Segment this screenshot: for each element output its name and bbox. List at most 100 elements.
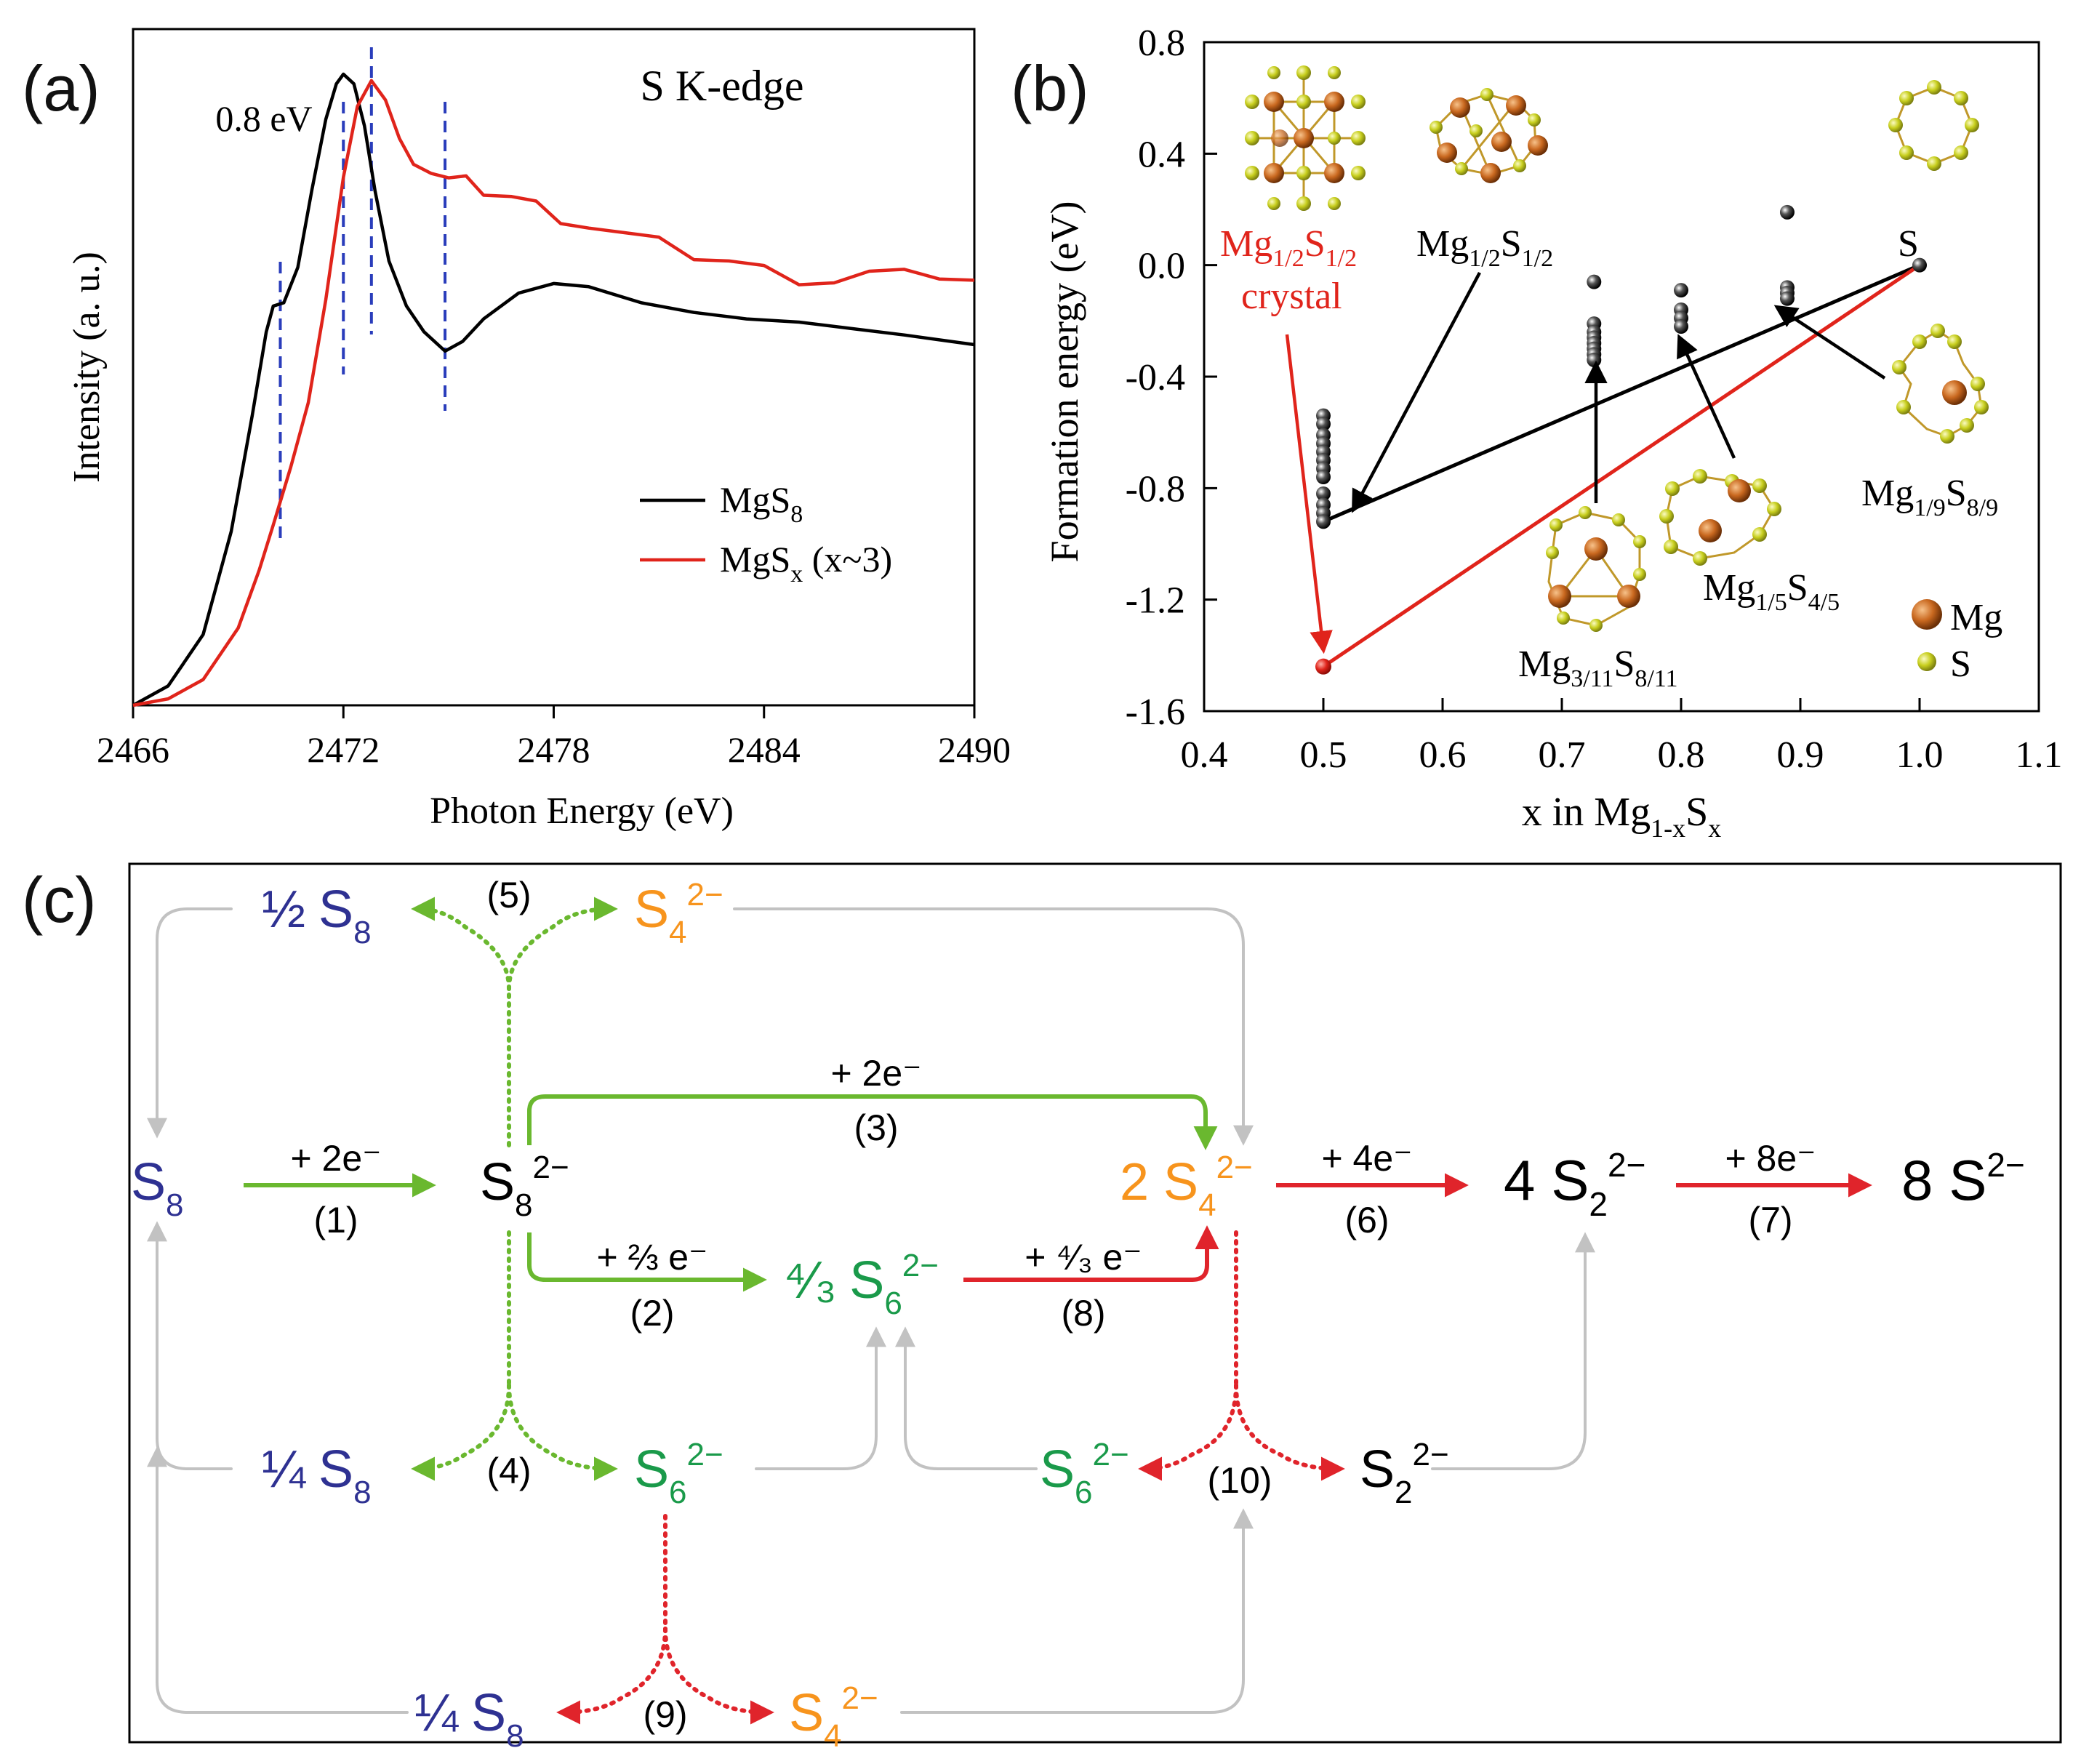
reaction-4-right-branch (507, 1383, 618, 1481)
panel-a-annotation: 0.8 eV (215, 98, 312, 139)
panel-b-axis-ticks: 0.4 0.5 0.6 0.7 0.8 0.9 1.0 1.1 0.8 0.4 0.0 -0.4 -0.… (1126, 23, 2063, 776)
y-tick-label: 0.8 (1138, 23, 1185, 64)
mg311-cluster-icon (1546, 506, 1646, 632)
x-tick-label: 0.7 (1539, 734, 1586, 776)
hull-line (1323, 263, 1920, 524)
x-tick-label: 2484 (728, 729, 801, 770)
panel-c-frame (128, 862, 2062, 1744)
panel-b-hull-lines (1322, 263, 1921, 668)
s6-to-s6-mid-connector (755, 1326, 886, 1470)
species-four-thirds-s6: ⁴⁄₃ S62− (784, 1248, 939, 1321)
species-s8: S8 (131, 1153, 184, 1223)
cluster-point (1587, 353, 1602, 367)
y-tick-label: -0.8 (1126, 468, 1185, 510)
panel-c-label: (c) (22, 864, 97, 936)
y-tick-label: -1.6 (1126, 691, 1185, 733)
y-tick-label: -1.2 (1126, 580, 1185, 622)
species-labels: S8 S82− ½ S8 S42− 2 S42− 4 S22− 8 S2− ⁴⁄₃ S62… (131, 877, 2025, 1754)
panel-a-x-axis-label: Photon Energy (eV) (430, 790, 734, 832)
x-tick-label: 0.6 (1419, 734, 1467, 776)
reaction-5-number: (5) (486, 875, 531, 915)
x-tick-label: 0.5 (1300, 734, 1347, 776)
cluster-point (1587, 274, 1602, 289)
x-tick-label: 2490 (938, 729, 1011, 770)
reaction-labels: + 2e⁻ (1) + ⅔ e⁻ (2) + 2e⁻ (3) (4) (5) +… (290, 875, 1816, 1735)
legend-s-label: S (1950, 644, 1971, 685)
legend-s-marker (1917, 652, 1936, 671)
reaction-6-electrons: + 4e⁻ (1321, 1138, 1412, 1179)
mg12-label: Mg1/2S1/2 (1416, 223, 1553, 272)
panel-a-x-ticks: 2466 2472 2478 2484 2490 (97, 705, 1011, 770)
x-tick-label: 1.1 (2016, 734, 2063, 776)
species-quarter-s8-a: ¼ S8 (262, 1440, 372, 1510)
panel-b: (b) 0.4 0.5 0.6 0.7 0.8 0.9 1.0 1.1 0.8 0.4 0.0 -0.… (1011, 23, 2063, 843)
series-mgsx-line (132, 79, 975, 707)
reaction-5-right-branch (507, 897, 618, 991)
panel-a: (a) 2466 2472 2478 2484 2490 Photon Energy (… (22, 28, 1011, 832)
gray-connectors (147, 907, 1595, 1714)
reaction-4-left-branch (411, 1383, 511, 1481)
panel-b-x-axis-label: x in Mg1-xSx (1522, 790, 1722, 843)
reaction-3-electrons: + 2e⁻ (830, 1053, 921, 1094)
reaction-3-number: (3) (854, 1107, 898, 1148)
panel-a-title: S K-edge (641, 62, 804, 110)
cluster-point (1779, 291, 1795, 306)
x-tick-label: 2478 (518, 729, 590, 770)
reaction-3-arrow (527, 1094, 1218, 1150)
cluster-point (1316, 417, 1331, 432)
red-dotted-arrows (556, 1230, 1345, 1725)
reaction-7-number: (7) (1748, 1200, 1792, 1240)
mg311-label: Mg3/11S8/11 (1518, 644, 1678, 692)
reaction-9-right-branch (663, 1627, 774, 1725)
series-mgs8-line (132, 72, 975, 707)
mg12-cluster-icon (1430, 88, 1548, 183)
reaction-9-number: (9) (643, 1694, 687, 1735)
species-2-s4: 2 S42− (1120, 1150, 1253, 1223)
crystal-point (1315, 658, 1331, 675)
reaction-8-number: (8) (1061, 1293, 1105, 1334)
y-tick-label: 0.0 (1138, 246, 1185, 287)
quarter-s8-to-s8-connector (147, 1221, 233, 1470)
reaction-1-number: (1) (313, 1200, 358, 1240)
panel-b-data-points (1315, 204, 1927, 675)
panel-a-label: (a) (22, 52, 100, 124)
s6-right-to-s6-mid-connector (895, 1326, 1038, 1470)
reaction-10-left-branch (1138, 1383, 1238, 1481)
cluster-point (1316, 514, 1331, 529)
panel-c: (c) (22, 862, 2062, 1754)
species-s6-left: S62− (634, 1437, 723, 1510)
panel-b-y-axis-label: Formation energy (eV) (1043, 201, 1086, 563)
crystal-structure-icon (1245, 65, 1366, 211)
quarter-s8-bottom-connector (147, 1446, 409, 1714)
y-tick-label: 0.4 (1138, 134, 1185, 175)
panel-b-annotation-arrows (1285, 271, 1886, 654)
mg19-cluster-icon (1892, 324, 1989, 444)
x-tick-label: 0.9 (1777, 734, 1824, 776)
s8-label: S (1898, 223, 1919, 265)
mg19-label: Mg1/9S8/9 (1861, 473, 1998, 521)
cluster-point (1779, 204, 1795, 220)
mg12-arrow (1352, 271, 1481, 513)
cluster-point (1912, 257, 1927, 273)
species-half-s8: ½ S8 (262, 881, 372, 950)
green-solid-arrows (244, 1094, 1218, 1292)
s2-to-4s2-connector (1431, 1232, 1595, 1470)
crystal-word: crystal (1241, 276, 1342, 317)
species-s4-top: S42− (634, 877, 723, 950)
reaction-2-number: (2) (630, 1293, 674, 1334)
species-quarter-s8-b: ¼ S8 (414, 1684, 524, 1754)
reaction-2-electrons: + ⅔ e⁻ (597, 1237, 708, 1278)
reaction-5-left-branch (411, 897, 511, 991)
x-tick-label: 2466 (97, 729, 169, 770)
reaction-8-electrons: + ⁴⁄₃ e⁻ (1025, 1237, 1142, 1278)
legend-mgs8-label: MgS8 (720, 479, 803, 528)
green-dotted-arrows (411, 897, 618, 1481)
mg15-label: Mg1/5S4/5 (1703, 567, 1840, 616)
species-s8-2minus: S82− (480, 1150, 569, 1223)
legend-mgsx-label: MgSx (x~3) (720, 539, 892, 588)
x-tick-label: 0.8 (1658, 734, 1705, 776)
species-s2-right: S22− (1360, 1437, 1449, 1510)
reaction-6-number: (6) (1344, 1200, 1389, 1240)
reaction-10-right-branch (1234, 1383, 1345, 1481)
